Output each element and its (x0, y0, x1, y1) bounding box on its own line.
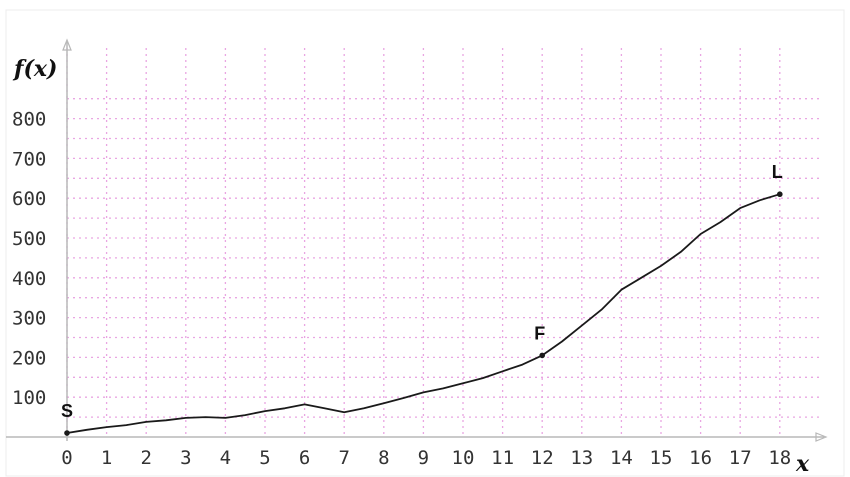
point-label-s: S (61, 401, 73, 421)
x-tick-label: 17 (729, 447, 752, 469)
x-tick-label: 9 (418, 447, 429, 469)
x-axis-arrow (815, 432, 828, 442)
x-tick-label: 16 (689, 447, 712, 469)
series-group (66, 193, 781, 434)
x-tick-label: 2 (140, 447, 151, 469)
y-tick-label: 500 (12, 228, 46, 250)
x-tick-label: 14 (610, 447, 633, 469)
x-tick-label: 8 (378, 447, 389, 469)
y-tick-label: 600 (12, 188, 46, 210)
plot-background (5, 9, 845, 477)
x-tick-label: 7 (338, 447, 349, 469)
x-tick-label: 5 (259, 447, 270, 469)
point-marker-f (539, 352, 545, 359)
y-tick-label: 700 (12, 148, 46, 170)
series-line (66, 193, 781, 434)
y-tick-label: 800 (12, 109, 46, 131)
x-tick-label: 11 (491, 447, 514, 469)
x-tick-label: 1 (101, 447, 112, 469)
x-tick-label: 6 (299, 447, 310, 469)
x-tick-label: 12 (531, 447, 554, 469)
point-label-l: L (772, 162, 783, 182)
x-tick-label: 15 (650, 447, 673, 469)
point-marker-s (64, 430, 70, 436)
y-tick-label: 100 (12, 387, 46, 409)
x-tick-labels: 0 1 2 3 4 5 6 7 8 9 10 11 12 13 14 15 16 17 18 (61, 447, 791, 469)
y-axis-label: f(x) (12, 56, 57, 82)
y-tick-labels: 100 200 300 400 500 600 700 800 (12, 109, 46, 410)
point-marker-l (777, 191, 783, 198)
y-tick-label: 300 (12, 308, 46, 330)
x-tick-label: 0 (61, 447, 72, 469)
y-tick-label: 200 (12, 347, 46, 369)
x-tick-label: 3 (180, 447, 191, 469)
axes (6, 38, 828, 442)
gridlines (66, 48, 822, 437)
annotations: S F L (61, 162, 783, 436)
x-tick-label: 4 (220, 447, 231, 469)
y-tick-label: 400 (12, 268, 46, 290)
y-axis-arrow (62, 38, 72, 51)
x-tick-label: 13 (570, 447, 593, 469)
x-tick-label: 10 (452, 447, 475, 469)
x-tick-label: 18 (768, 447, 791, 469)
x-axis-label: x (795, 451, 810, 477)
point-label-f: F (534, 323, 545, 343)
